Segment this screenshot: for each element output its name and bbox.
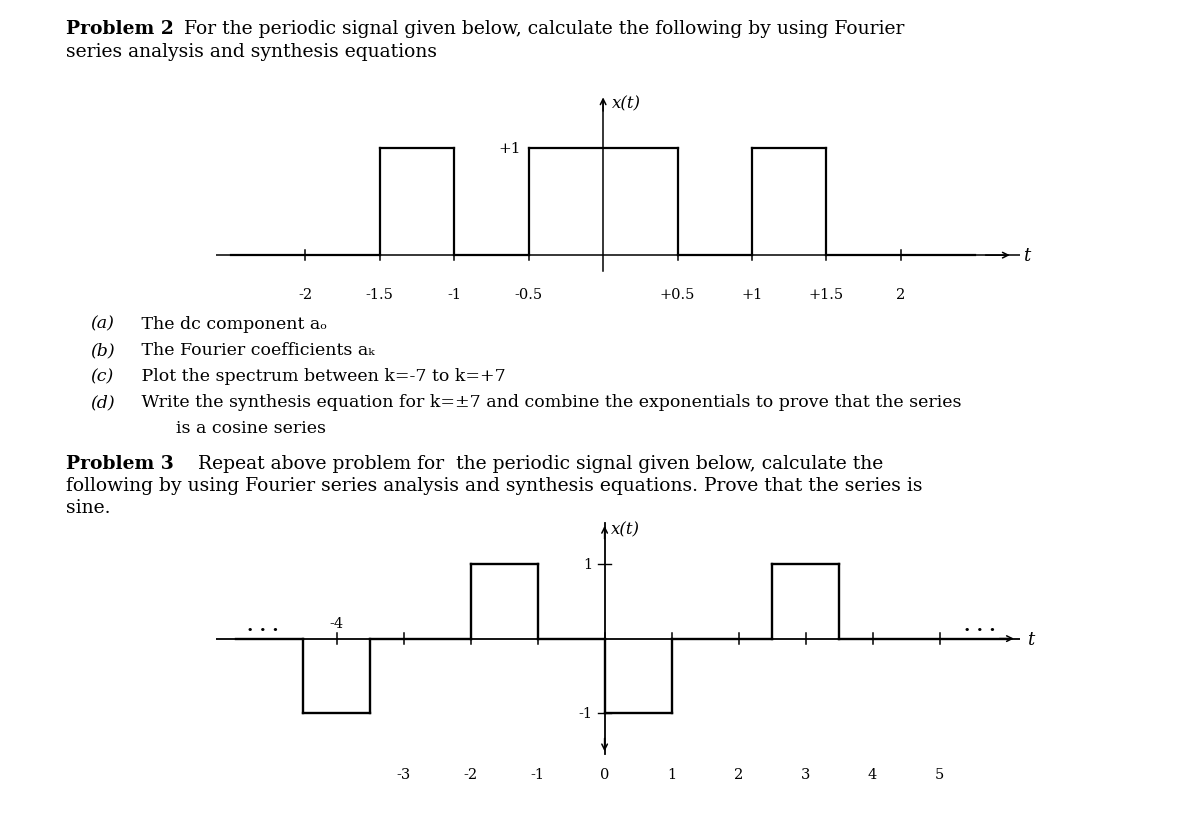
Text: sine.: sine. bbox=[66, 499, 110, 517]
Text: +1: +1 bbox=[499, 142, 521, 156]
Text: following by using Fourier series analysis and synthesis equations. Prove that t: following by using Fourier series analys… bbox=[66, 477, 923, 495]
Text: Problem 3: Problem 3 bbox=[66, 455, 174, 473]
Text: . . .: . . . bbox=[964, 617, 996, 635]
Text: x(t): x(t) bbox=[612, 96, 641, 112]
Text: t: t bbox=[1022, 247, 1031, 265]
Text: series analysis and synthesis equations: series analysis and synthesis equations bbox=[66, 43, 437, 61]
Text: 1: 1 bbox=[583, 558, 593, 572]
Text: -4: -4 bbox=[330, 616, 343, 630]
Text: For the periodic signal given below, calculate the following by using Fourier: For the periodic signal given below, cal… bbox=[178, 20, 904, 38]
Text: Write the synthesis equation for k=±7 and combine the exponentials to prove that: Write the synthesis equation for k=±7 an… bbox=[136, 394, 961, 411]
Text: Plot the spectrum between k=-7 to k=+7: Plot the spectrum between k=-7 to k=+7 bbox=[136, 368, 505, 385]
Text: is a cosine series: is a cosine series bbox=[154, 419, 325, 437]
Text: x(t): x(t) bbox=[611, 521, 641, 538]
Text: (b): (b) bbox=[90, 342, 115, 359]
Text: (a): (a) bbox=[90, 315, 114, 333]
Text: The dc component aₒ: The dc component aₒ bbox=[136, 315, 326, 333]
Text: Problem 2: Problem 2 bbox=[66, 20, 174, 38]
Text: t: t bbox=[1027, 630, 1034, 648]
Text: (d): (d) bbox=[90, 394, 115, 411]
Text: . . .: . . . bbox=[247, 617, 278, 635]
Text: The Fourier coefficients aₖ: The Fourier coefficients aₖ bbox=[136, 342, 374, 359]
Text: (c): (c) bbox=[90, 368, 113, 385]
Text: -1: -1 bbox=[578, 706, 593, 720]
Text: Repeat above problem for  the periodic signal given below, calculate the: Repeat above problem for the periodic si… bbox=[192, 455, 883, 473]
